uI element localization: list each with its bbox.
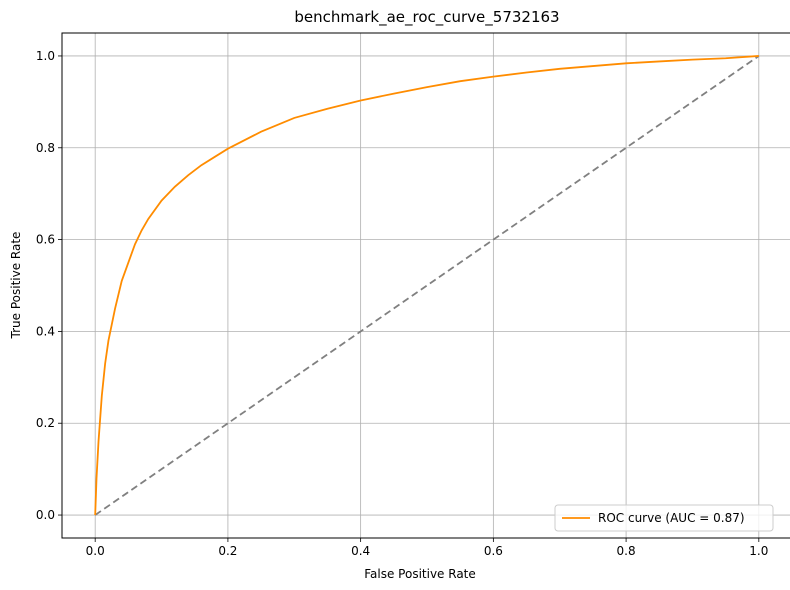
x-axis-ticks: 0.0 0.2 0.4 0.6 0.8 1.0 [86,538,768,558]
y-tick-label: 0.0 [36,508,55,522]
plot-frame [61,32,790,539]
y-tick-label: 0.6 [36,233,55,247]
x-tick-label: 0.4 [351,544,370,558]
roc-curve-line [94,55,759,516]
chance-diagonal-line [94,55,760,516]
series-layer [94,55,760,516]
x-axis-label: False Positive Rate [364,567,476,581]
x-tick-label: 0.6 [484,544,503,558]
y-tick-label: 0.4 [36,324,55,338]
legend-frame [554,504,774,532]
x-tick-label: 0.2 [218,544,237,558]
grid-lines [62,33,790,538]
legend-label-roc: ROC curve (AUC = 0.87) [598,511,745,525]
y-tick-label: 1.0 [36,49,55,63]
y-tick-label: 0.2 [36,416,55,430]
legend: ROC curve (AUC = 0.87) [554,504,774,532]
chart-title: benchmark_ae_roc_curve_5732163 [294,8,559,27]
x-tick-label: 0.8 [617,544,636,558]
y-tick-label: 0.8 [36,141,55,155]
x-tick-label: 1.0 [749,544,768,558]
x-tick-label: 0.0 [86,544,105,558]
y-axis-label: True Positive Rate [9,232,23,340]
y-axis-ticks: 0.0 0.2 0.4 0.6 0.8 1.0 [36,49,62,522]
